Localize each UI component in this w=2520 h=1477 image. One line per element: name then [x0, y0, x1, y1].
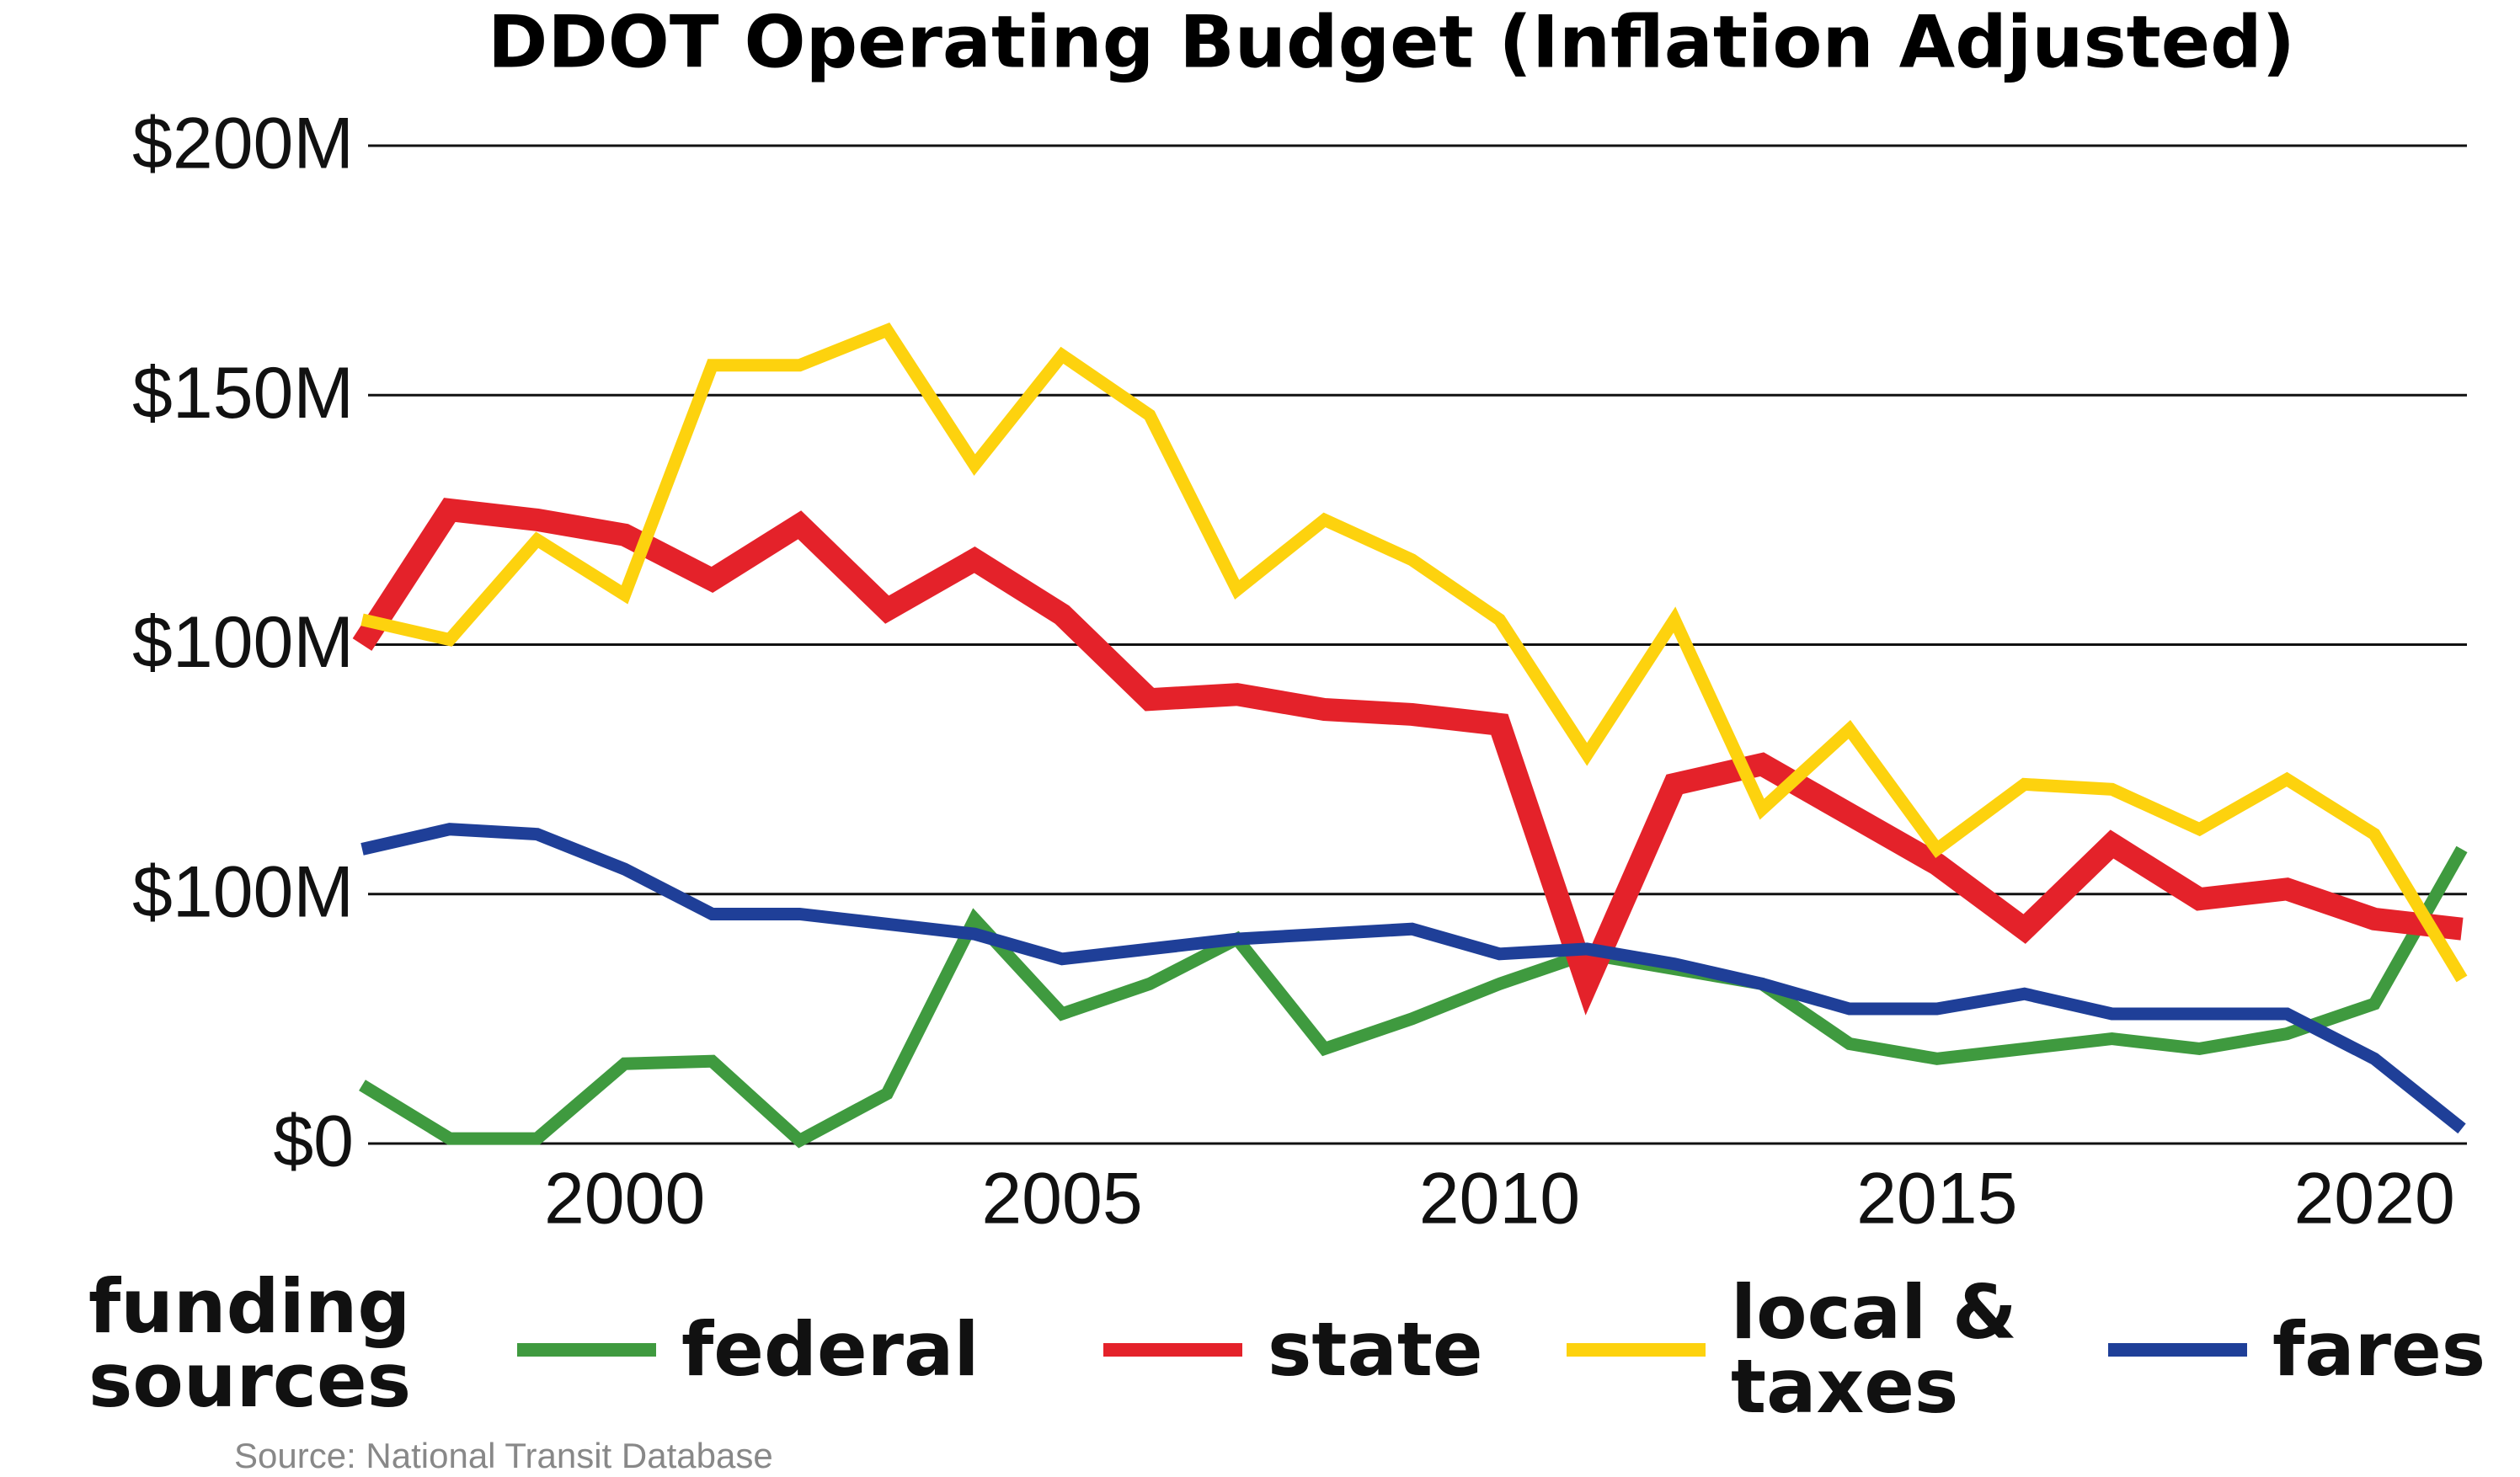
y-tick-label: $150M [132, 353, 354, 434]
x-tick-label: 2010 [1419, 1159, 1580, 1240]
legend-swatch [1567, 1343, 1706, 1357]
y-tick-label: $200M [132, 104, 354, 184]
legend-label: fares [2272, 1306, 2486, 1393]
legend-item: fares [2108, 1270, 2520, 1430]
legend-swatch [2108, 1343, 2247, 1357]
x-tick-label: 2015 [1856, 1159, 2017, 1240]
series-line [360, 823, 2466, 1134]
y-tick-label: $100M [132, 851, 354, 932]
legend-item: federal [517, 1270, 1018, 1430]
series-line [359, 845, 2468, 1149]
source-note: Source: National Transit Database [234, 1436, 773, 1475]
x-tick-label: 2020 [2293, 1159, 2454, 1240]
x-tick-label: 2005 [981, 1159, 1142, 1240]
series-line [360, 322, 2468, 983]
x-tick-label: 2000 [544, 1159, 705, 1240]
legend-swatch [517, 1343, 656, 1357]
legend-label: state [1268, 1306, 1483, 1393]
legend-title-box: funding sources [88, 1270, 425, 1418]
legend-label: federal [681, 1306, 980, 1393]
series-line [352, 498, 2464, 1016]
y-tick-label: $0 [273, 1101, 354, 1182]
y-tick-label: $100M [132, 602, 354, 683]
legend-label: local & taxes [1731, 1269, 2017, 1430]
legend-title: funding sources [88, 1263, 412, 1424]
legend-item: local & taxes [1567, 1270, 2034, 1430]
legend-swatch [1103, 1343, 1242, 1357]
legend-item: state [1103, 1270, 1520, 1430]
chart-title: DDOT Operating Budget (Inflation Adjuste… [488, 0, 2295, 84]
